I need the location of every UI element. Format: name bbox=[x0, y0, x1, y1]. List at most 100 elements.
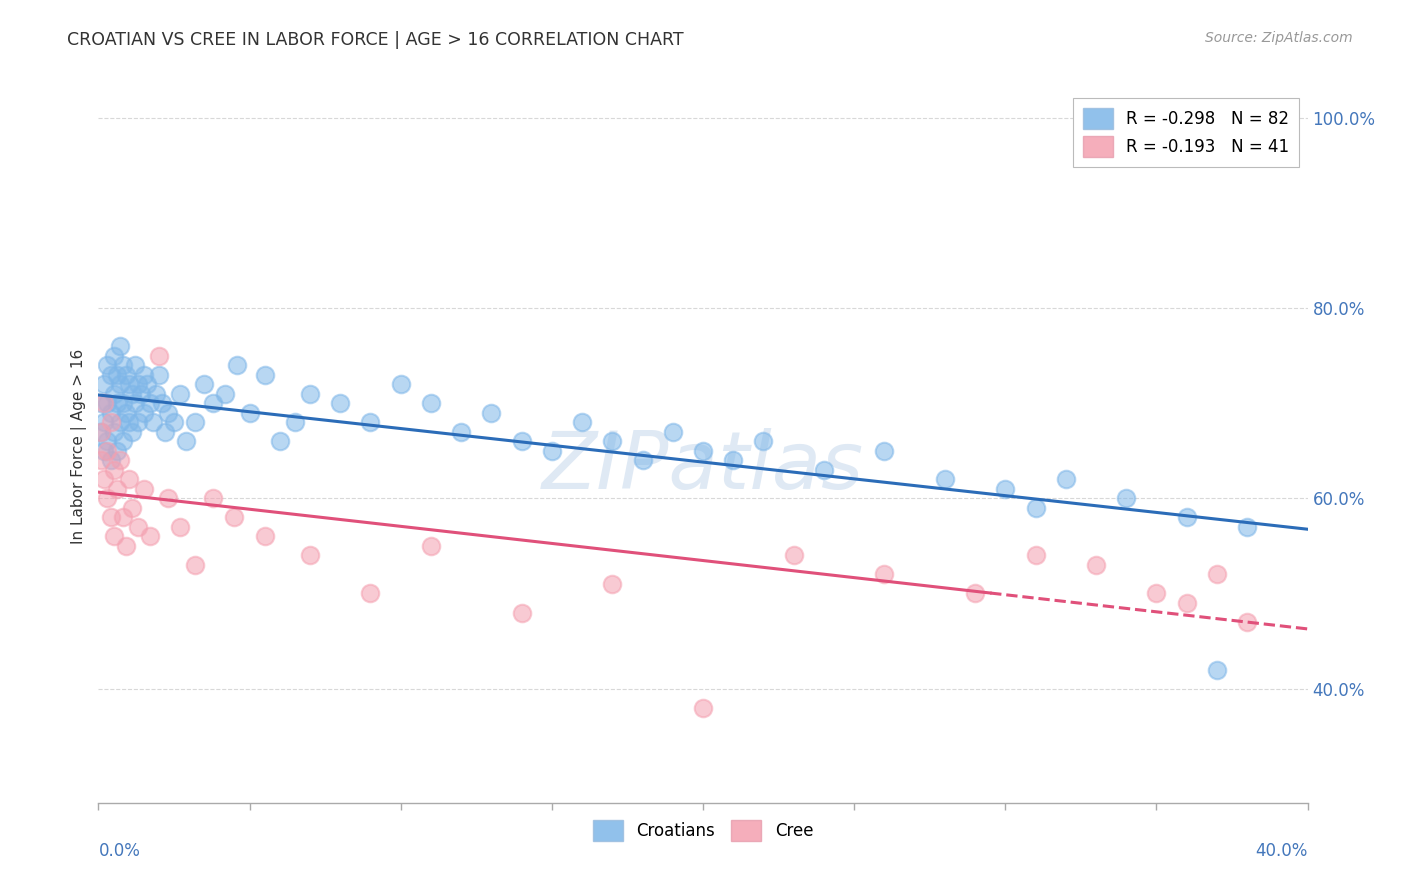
Point bbox=[100, 368, 122, 382]
Point bbox=[90, 453, 112, 467]
Point bbox=[148, 349, 170, 363]
Point bbox=[108, 453, 131, 467]
Point bbox=[284, 415, 307, 429]
Point bbox=[226, 358, 249, 372]
Point bbox=[174, 434, 197, 449]
Point bbox=[510, 434, 533, 449]
Point bbox=[360, 586, 382, 600]
Point bbox=[1115, 491, 1137, 506]
Point bbox=[150, 396, 173, 410]
Point bbox=[111, 434, 134, 449]
Point bbox=[661, 425, 683, 439]
Point bbox=[132, 368, 155, 382]
Text: Source: ZipAtlas.com: Source: ZipAtlas.com bbox=[1205, 31, 1353, 45]
Point bbox=[129, 386, 152, 401]
Point bbox=[202, 396, 225, 410]
Point bbox=[103, 529, 125, 543]
Point bbox=[96, 491, 118, 506]
Point bbox=[121, 425, 143, 439]
Point bbox=[96, 358, 118, 372]
Point bbox=[156, 406, 179, 420]
Point bbox=[692, 700, 714, 714]
Point bbox=[184, 558, 207, 572]
Point bbox=[111, 396, 134, 410]
Point bbox=[105, 368, 128, 382]
Point bbox=[450, 425, 472, 439]
Point bbox=[540, 443, 562, 458]
Point bbox=[389, 377, 412, 392]
Point bbox=[239, 406, 262, 420]
Point bbox=[139, 396, 162, 410]
Point bbox=[994, 482, 1017, 496]
Point bbox=[127, 520, 149, 534]
Point bbox=[571, 415, 593, 429]
Point bbox=[93, 396, 115, 410]
Point bbox=[127, 377, 149, 392]
Point bbox=[169, 520, 191, 534]
Point bbox=[142, 415, 165, 429]
Point bbox=[108, 415, 131, 429]
Point bbox=[299, 549, 322, 563]
Y-axis label: In Labor Force | Age > 16: In Labor Force | Age > 16 bbox=[72, 349, 87, 543]
Point bbox=[105, 443, 128, 458]
Point bbox=[1175, 596, 1198, 610]
Point bbox=[602, 577, 624, 591]
Point bbox=[93, 415, 115, 429]
Point bbox=[602, 434, 624, 449]
Point bbox=[121, 386, 143, 401]
Point bbox=[90, 396, 112, 410]
Point bbox=[873, 567, 896, 582]
Point bbox=[132, 406, 155, 420]
Point bbox=[118, 415, 141, 429]
Point bbox=[253, 529, 276, 543]
Point bbox=[114, 539, 136, 553]
Point bbox=[1236, 520, 1258, 534]
Point bbox=[692, 443, 714, 458]
Point bbox=[193, 377, 215, 392]
Point bbox=[96, 396, 118, 410]
Point bbox=[118, 377, 141, 392]
Point bbox=[145, 386, 167, 401]
Point bbox=[124, 396, 146, 410]
Point bbox=[202, 491, 225, 506]
Point bbox=[90, 425, 112, 439]
Point bbox=[118, 472, 141, 486]
Point bbox=[93, 443, 115, 458]
Point bbox=[214, 386, 236, 401]
Point bbox=[103, 425, 125, 439]
Point bbox=[96, 434, 118, 449]
Text: 40.0%: 40.0% bbox=[1256, 842, 1308, 860]
Text: CROATIAN VS CREE IN LABOR FORCE | AGE > 16 CORRELATION CHART: CROATIAN VS CREE IN LABOR FORCE | AGE > … bbox=[67, 31, 685, 49]
Point bbox=[105, 396, 128, 410]
Point bbox=[93, 472, 115, 486]
Point bbox=[224, 510, 246, 524]
Point bbox=[169, 386, 191, 401]
Point bbox=[103, 386, 125, 401]
Point bbox=[184, 415, 207, 429]
Point bbox=[127, 415, 149, 429]
Point bbox=[156, 491, 179, 506]
Point bbox=[148, 368, 170, 382]
Point bbox=[1144, 586, 1167, 600]
Point bbox=[121, 500, 143, 515]
Point bbox=[420, 539, 443, 553]
Point bbox=[329, 396, 352, 410]
Point bbox=[153, 425, 176, 439]
Point bbox=[100, 510, 122, 524]
Text: 0.0%: 0.0% bbox=[98, 842, 141, 860]
Point bbox=[135, 377, 157, 392]
Point bbox=[139, 529, 162, 543]
Point bbox=[965, 586, 987, 600]
Point bbox=[108, 377, 131, 392]
Point bbox=[813, 463, 835, 477]
Point bbox=[253, 368, 276, 382]
Point bbox=[108, 339, 131, 353]
Point bbox=[132, 482, 155, 496]
Point bbox=[1175, 510, 1198, 524]
Point bbox=[1236, 615, 1258, 629]
Point bbox=[96, 443, 118, 458]
Point bbox=[105, 482, 128, 496]
Point bbox=[90, 425, 112, 439]
Point bbox=[100, 406, 122, 420]
Point bbox=[299, 386, 322, 401]
